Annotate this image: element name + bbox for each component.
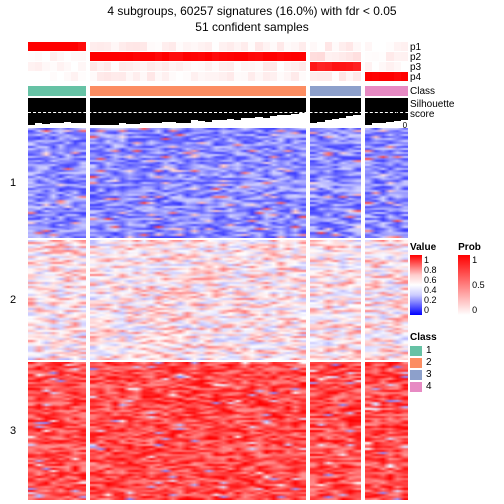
heatmap-group-label-1: 1: [10, 177, 16, 189]
gradient-value: 10.80.60.40.20: [410, 255, 422, 315]
legend-class-title: Class: [410, 332, 437, 343]
legend-class-3: 3: [410, 369, 437, 380]
legend-value-title: Value: [410, 242, 436, 253]
lbl-silhouette: Silhouette score: [410, 100, 454, 120]
heatmap-group-1: [28, 128, 408, 238]
prob-track-p1: [28, 42, 408, 51]
prob-track-p3: [28, 62, 408, 71]
gradient-prob: 10.50: [458, 255, 470, 315]
heatmap-group-label-3: 3: [10, 425, 16, 437]
title-line-1: 4 subgroups, 60257 signatures (16.0%) wi…: [0, 4, 504, 20]
legend-class-1: 1: [410, 345, 437, 356]
heatmap-group-3: [28, 362, 408, 500]
sil-tick-0: 0: [396, 122, 407, 130]
lbl-p4: p4: [410, 72, 421, 83]
legend-class-2: 2: [410, 357, 437, 368]
legend-area: p1 p2 p3 p4 Class Silhouette score 1 0.5…: [410, 42, 502, 500]
prob-track-p4: [28, 72, 408, 81]
class-track: [28, 86, 408, 96]
title-line-2: 51 confident samples: [0, 20, 504, 36]
lbl-class: Class: [410, 86, 435, 97]
heatmap-group-2: [28, 240, 408, 360]
sil-tick-05: 0.5: [396, 110, 407, 118]
sil-tick-1: 1: [396, 98, 407, 106]
prob-track-p2: [28, 52, 408, 61]
legend-class-4: 4: [410, 381, 437, 392]
heatmap-group-label-2: 2: [10, 294, 16, 306]
chart-area: 123: [28, 42, 408, 500]
legend-prob-title: Prob: [458, 242, 481, 253]
